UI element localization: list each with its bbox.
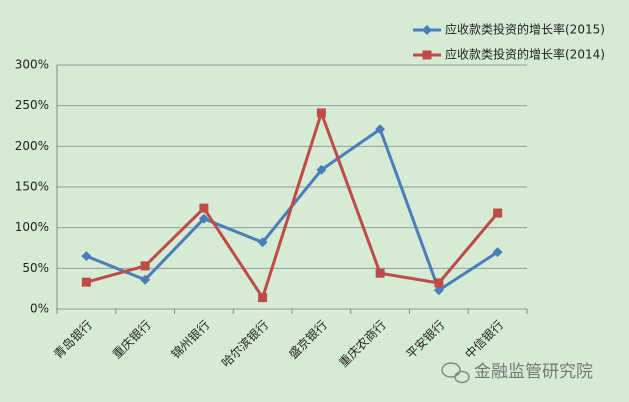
y-tick-label: 300% bbox=[15, 58, 49, 72]
marker bbox=[433, 285, 444, 296]
marker bbox=[81, 277, 91, 287]
marker bbox=[493, 208, 503, 218]
y-tick-label: 250% bbox=[15, 98, 49, 112]
marker bbox=[257, 237, 268, 248]
marker bbox=[258, 293, 268, 303]
marker bbox=[198, 213, 209, 224]
marker bbox=[199, 203, 209, 213]
y-tick-label: 150% bbox=[15, 180, 49, 194]
marker bbox=[316, 108, 326, 118]
y-tick-label: 100% bbox=[15, 220, 49, 234]
marker bbox=[492, 247, 503, 258]
marker bbox=[316, 164, 327, 175]
y-tick-label: 50% bbox=[22, 261, 49, 275]
marker bbox=[434, 278, 444, 288]
marker bbox=[422, 50, 432, 60]
y-tick-label: 200% bbox=[15, 139, 49, 153]
marker bbox=[140, 274, 151, 285]
marker bbox=[140, 261, 150, 271]
marker bbox=[375, 124, 386, 135]
series-line bbox=[85, 111, 499, 300]
marker bbox=[81, 251, 92, 262]
legend-label: 应收款类投资的增长率(2014) bbox=[445, 47, 605, 62]
marker bbox=[375, 268, 385, 278]
y-tick-label: 0% bbox=[30, 302, 49, 316]
watermark: 金融监管研究院 bbox=[474, 362, 593, 382]
legend-label: 应收款类投资的增长率(2015) bbox=[445, 22, 605, 37]
marker bbox=[422, 25, 432, 35]
watermark-icon bbox=[441, 362, 470, 384]
